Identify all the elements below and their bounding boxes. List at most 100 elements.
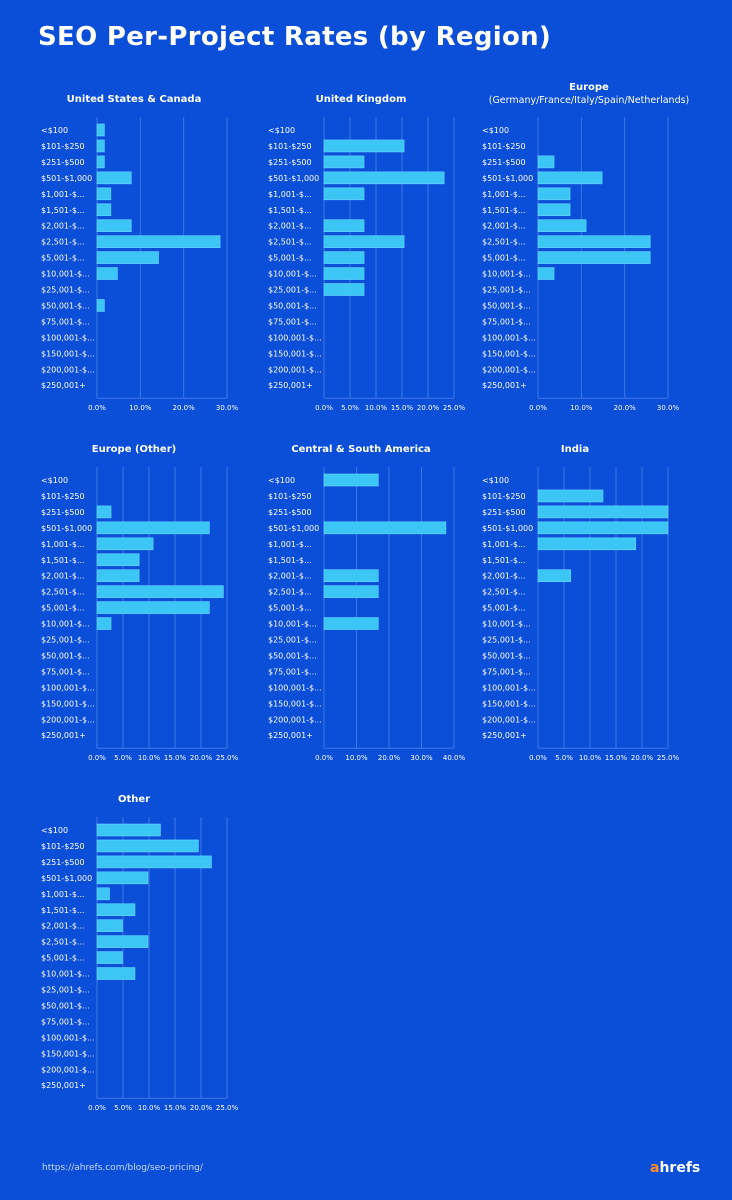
category-label: $1,501-$... [482,206,526,215]
bar [323,251,365,264]
bar [96,123,105,137]
category-label: $75,001-$... [268,667,317,676]
source-url[interactable]: https://ahrefs.com/blog/seo-pricing/ [42,1163,203,1173]
category-label: $10,001-$... [268,270,317,279]
category-label: $10,001-$... [41,620,90,629]
x-tick-label: 10.0% [129,404,152,412]
bar [96,521,210,535]
category-label: $101-$250 [482,492,526,501]
category-label: $5,001-$... [268,254,312,263]
category-label: $250,001+ [41,381,86,390]
logo-letter-a: a [650,1160,660,1176]
x-tick-label: 20.0% [190,754,213,762]
category-label: $75,001-$... [482,317,531,326]
bar [96,839,199,853]
category-label: $50,001-$... [41,301,90,310]
category-label: $2,501-$... [41,588,85,597]
category-label: $501-$1,000 [268,174,319,183]
bar [323,521,447,535]
x-tick-label: 40.0% [443,754,466,762]
category-label: $50,001-$... [41,651,90,660]
x-tick-label: 5.0% [114,1104,132,1112]
logo-rest: hrefs [659,1160,701,1176]
x-tick-label: 10.0% [570,404,593,412]
bar [96,187,112,201]
category-label: $2,001-$... [268,572,312,581]
bar [323,569,379,583]
category-label: $2,501-$... [268,588,312,597]
category-label: $1,001-$... [482,190,526,199]
bar [96,951,123,964]
bar [323,585,379,598]
category-label: $501-$1,000 [41,174,92,183]
category-label: $150,001-$... [268,699,322,708]
x-tick-label: 15.0% [164,1104,187,1112]
category-label: $150,001-$... [41,699,95,708]
category-label: $2,001-$... [482,572,526,581]
x-tick-label: 20.0% [417,404,440,412]
category-label: $200,001-$... [41,1065,95,1074]
x-tick-label: 20.0% [378,754,401,762]
bar [96,903,136,917]
category-label: $25,001-$... [41,986,90,995]
bar [537,569,572,583]
chart-title: Europe [569,82,609,93]
category-label: <$100 [41,126,68,135]
category-label: $25,001-$... [41,636,90,645]
category-label: $100,001-$... [482,333,536,342]
category-label: $25,001-$... [268,286,317,295]
category-label: $1,001-$... [41,540,85,549]
category-label: $25,001-$... [482,286,531,295]
category-label: $25,001-$... [41,286,90,295]
category-label: $1,001-$... [482,540,526,549]
bar [537,537,637,551]
bar [96,537,154,551]
x-tick-label: 10.0% [365,404,388,412]
category-label: $200,001-$... [268,365,322,374]
category-label: $50,001-$... [41,1001,90,1010]
bar [323,139,405,153]
category-label: $10,001-$... [482,270,531,279]
x-tick-label: 10.0% [138,754,161,762]
category-label: $1,501-$... [41,556,85,565]
bar [96,203,112,217]
category-label: $2,501-$... [41,938,85,947]
x-tick-label: 30.0% [216,404,239,412]
bar [323,267,365,280]
category-label: $2,001-$... [268,222,312,231]
bar [96,267,118,280]
x-tick-label: 10.0% [579,754,602,762]
bar [96,887,110,901]
category-label: $10,001-$... [41,270,90,279]
bar [537,521,669,535]
bar [537,171,603,185]
category-label: $1,001-$... [41,890,85,899]
x-tick-label: 0.0% [315,404,333,412]
category-label: $10,001-$... [482,620,531,629]
category-label: $250,001+ [482,731,527,740]
bar [537,203,571,217]
bar [96,569,140,583]
category-label: $501-$1,000 [41,524,92,533]
category-label: <$100 [41,476,68,485]
category-label: $251-$500 [268,508,312,517]
bar [96,617,112,630]
x-tick-label: 15.0% [164,754,187,762]
x-tick-label: 0.0% [88,404,106,412]
bar [323,235,405,248]
category-label: $251-$500 [482,508,526,517]
x-tick-label: 20.0% [631,754,654,762]
category-label: $1,501-$... [482,556,526,565]
category-label: <$100 [482,126,509,135]
x-tick-label: 25.0% [657,754,680,762]
category-label: $501-$1,000 [41,874,92,883]
x-tick-label: 20.0% [173,404,196,412]
category-label: $101-$250 [268,142,312,151]
category-label: $5,001-$... [41,254,85,263]
chart-title: Other [118,794,150,805]
category-label: <$100 [41,826,68,835]
category-label: $50,001-$... [482,301,531,310]
x-tick-label: 10.0% [138,1104,161,1112]
category-label: $50,001-$... [268,651,317,660]
bar [96,139,105,153]
